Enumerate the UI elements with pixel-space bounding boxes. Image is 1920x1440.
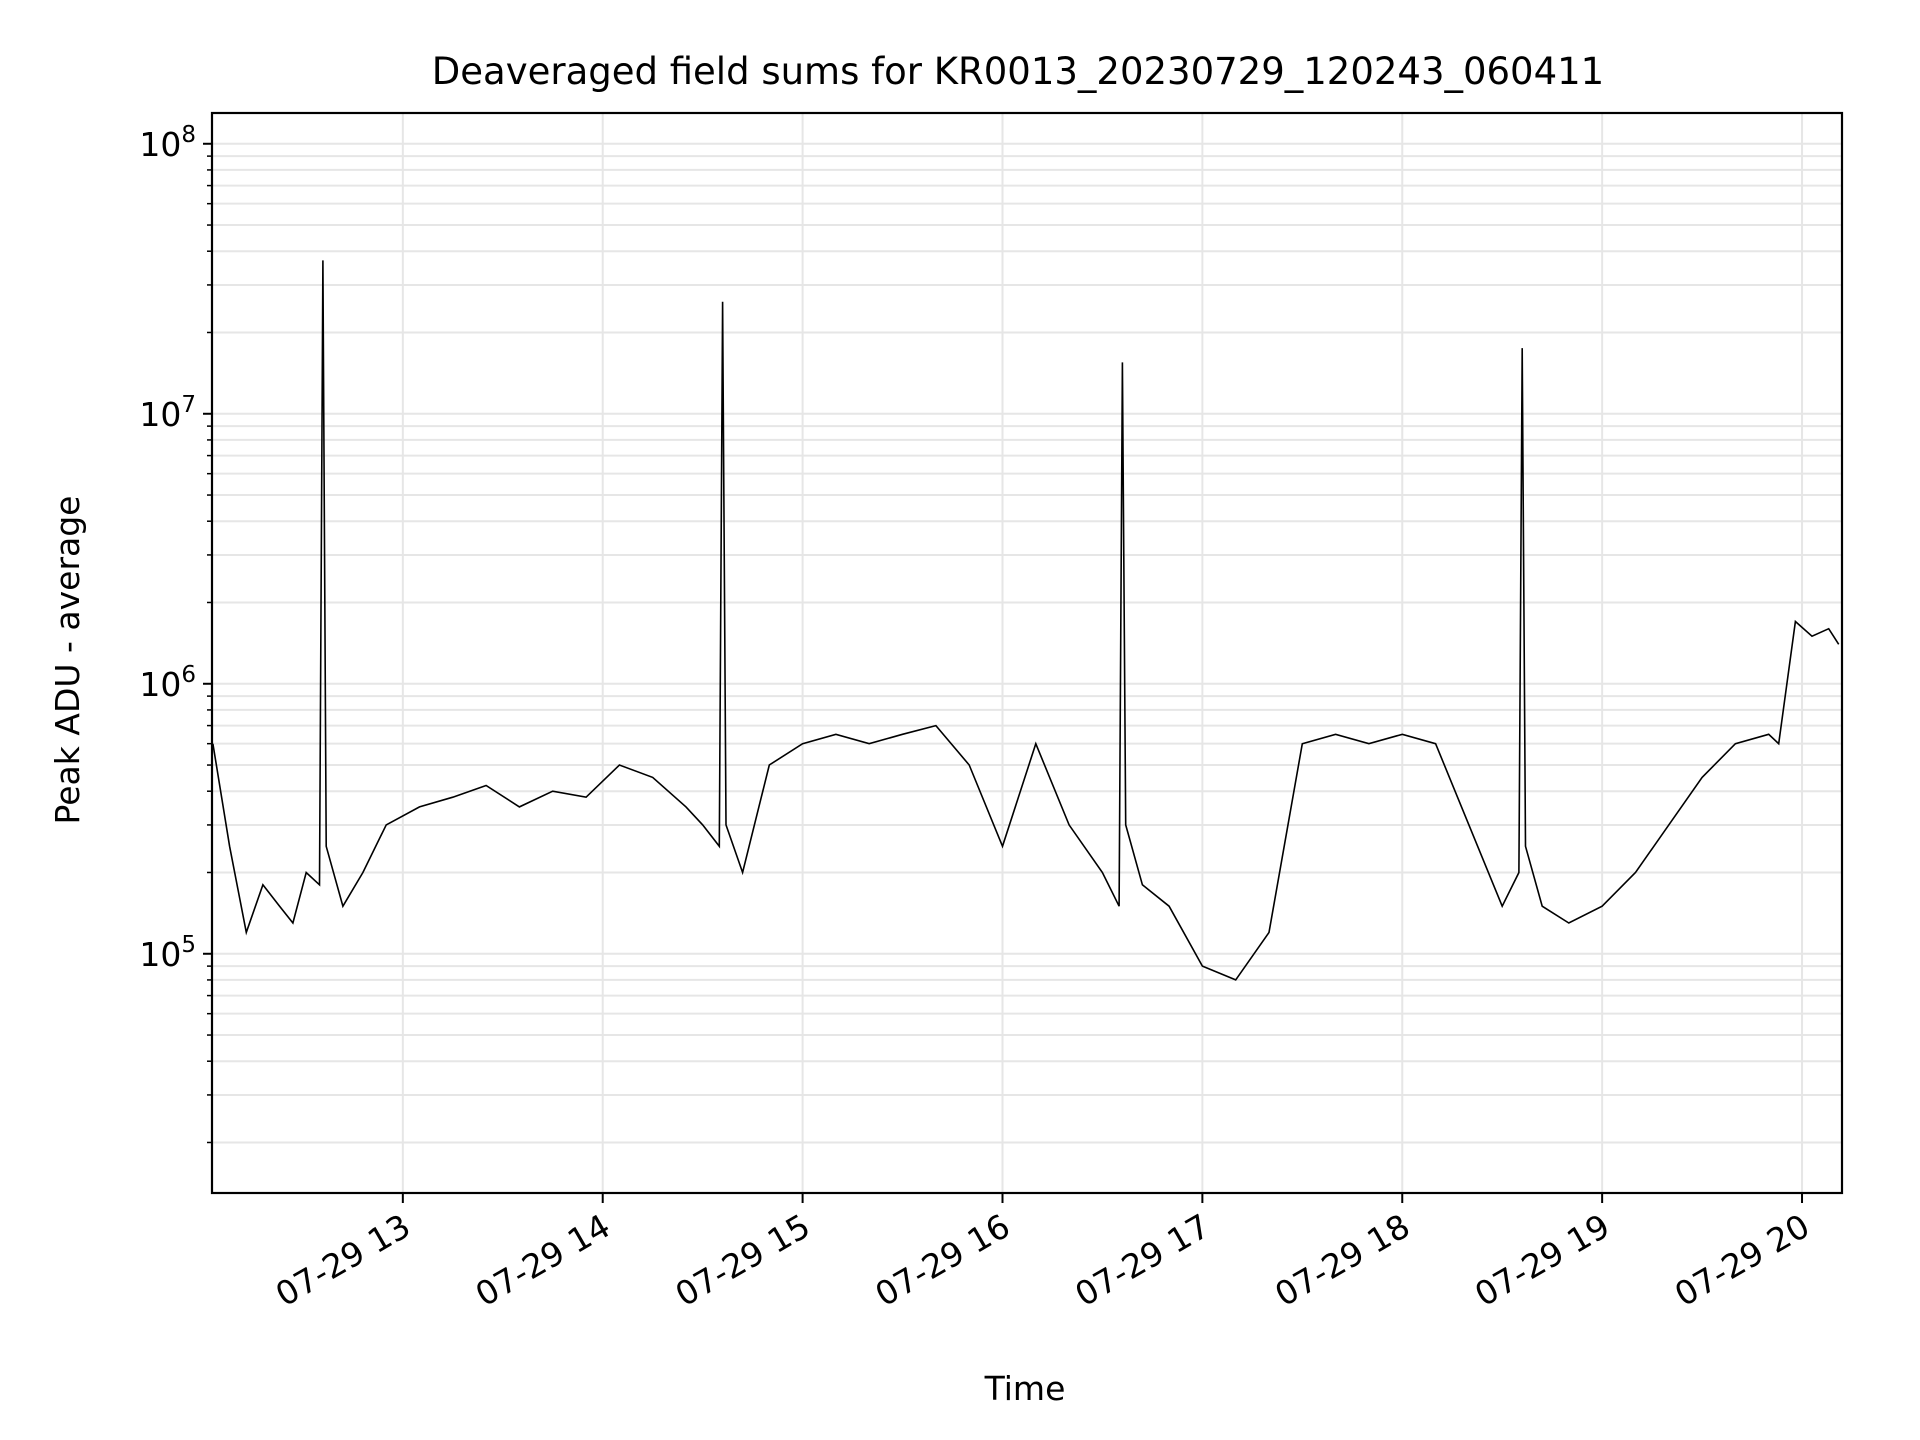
y-tick-label: 106 [139,662,196,704]
y-tick-label: 108 [139,122,196,164]
y-axis-label: Peak ADU - average [48,496,87,825]
y-tick-label: 105 [139,932,196,974]
plot-frame [210,111,1844,1195]
series-layer [212,260,1840,981]
y-tick-label: 107 [139,392,196,434]
chart-title: Deaveraged field sums for KR0013_2023072… [432,50,1604,93]
grid [212,113,1842,1193]
x-axis-label: Time [984,1369,1066,1408]
data-series-line [212,260,1840,981]
